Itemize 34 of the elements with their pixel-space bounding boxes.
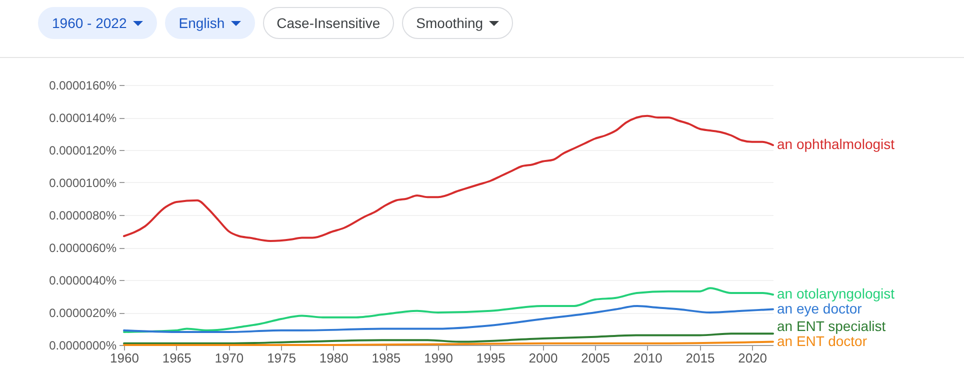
line-series [123,114,774,242]
x-tick-label: 2015 [686,350,715,366]
x-tick-label: 2005 [581,350,610,366]
x-tick-label: 1965 [162,350,192,366]
x-tick-label: 1980 [319,350,348,366]
series-label: an eye doctor [777,300,862,316]
series-label: an ENT doctor [777,332,868,349]
series-label: an otolaryngologist [777,285,895,302]
y-tick-label: 0.0000040% [49,274,117,288]
series-label: an ENT specialist [777,318,886,334]
text: Smoothing [416,15,484,31]
y-tick-label: 0.0000160% [49,78,117,92]
x-tick-label: 1995 [476,350,506,366]
text: English [178,15,225,31]
text: 1960 - 2022 [52,15,127,31]
y-tick-label: 0.0000000% [49,338,117,352]
x-tick-label: 1975 [267,350,296,366]
x-tick-label: 2020 [738,350,768,366]
x-tick-label: 1985 [372,350,401,366]
y-tick-label: 0.0000080% [49,208,117,222]
y-tick-label: 0.0000100% [49,176,117,190]
x-tick-label: 2000 [528,350,558,366]
y-tick-label: 0.0000060% [49,241,117,255]
series-label: an ophthalmologist [777,136,895,152]
x-tick-label: 1960 [110,350,139,366]
line-series [123,287,774,333]
x-tick-label: 1990 [424,350,453,366]
y-tick-label: 0.0000120% [49,144,117,158]
x-tick-label: 2010 [633,350,662,366]
x-tick-label: 1970 [214,350,244,366]
y-tick-label: 0.0000140% [49,111,117,125]
y-tick-label: 0.0000020% [49,306,117,320]
text: Case-Insensitive [276,15,380,31]
line-series [123,305,774,333]
